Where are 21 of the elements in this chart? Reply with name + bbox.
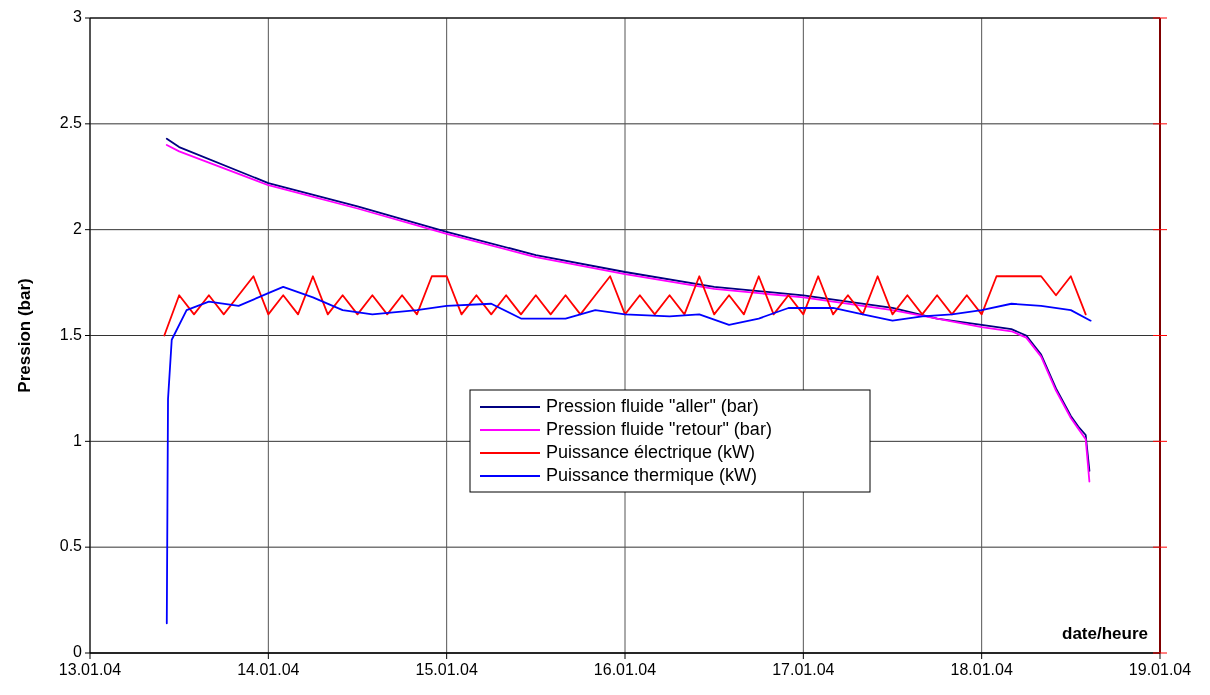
legend-label: Puissance thermique (kW) [546, 464, 758, 485]
legend-label: Pression fluide "retour" (bar) [546, 418, 772, 439]
y-axis-title: Pression (bar) [15, 278, 34, 393]
y-tick-label: 0.5 [59, 537, 83, 555]
x-tick-label: 17.01.04 [772, 661, 835, 678]
line-series [163, 275, 1087, 337]
y-tick-label: 2 [73, 219, 83, 237]
x-tick-label: 14.01.04 [237, 661, 300, 678]
y-tick-label: 1 [73, 431, 83, 449]
y-tick-label: 0 [73, 643, 83, 661]
x-tick-label: 16.01.04 [593, 661, 657, 678]
legend-label: Pression fluide "aller" (bar) [546, 395, 759, 416]
y-tick-label: 2.5 [59, 114, 83, 132]
y-tick-label: 3 [73, 8, 83, 26]
x-tick-label: 15.01.04 [415, 661, 478, 678]
x-tick-label: 18.01.04 [950, 661, 1013, 678]
x-tick-label: 19.01.04 [1128, 661, 1192, 678]
legend-label: Puissance électrique (kW) [546, 441, 756, 462]
y-tick-label: 1.5 [59, 325, 83, 343]
x-tick-label: 13.01.04 [58, 661, 122, 678]
x-axis-title: date/heure [1062, 624, 1148, 643]
